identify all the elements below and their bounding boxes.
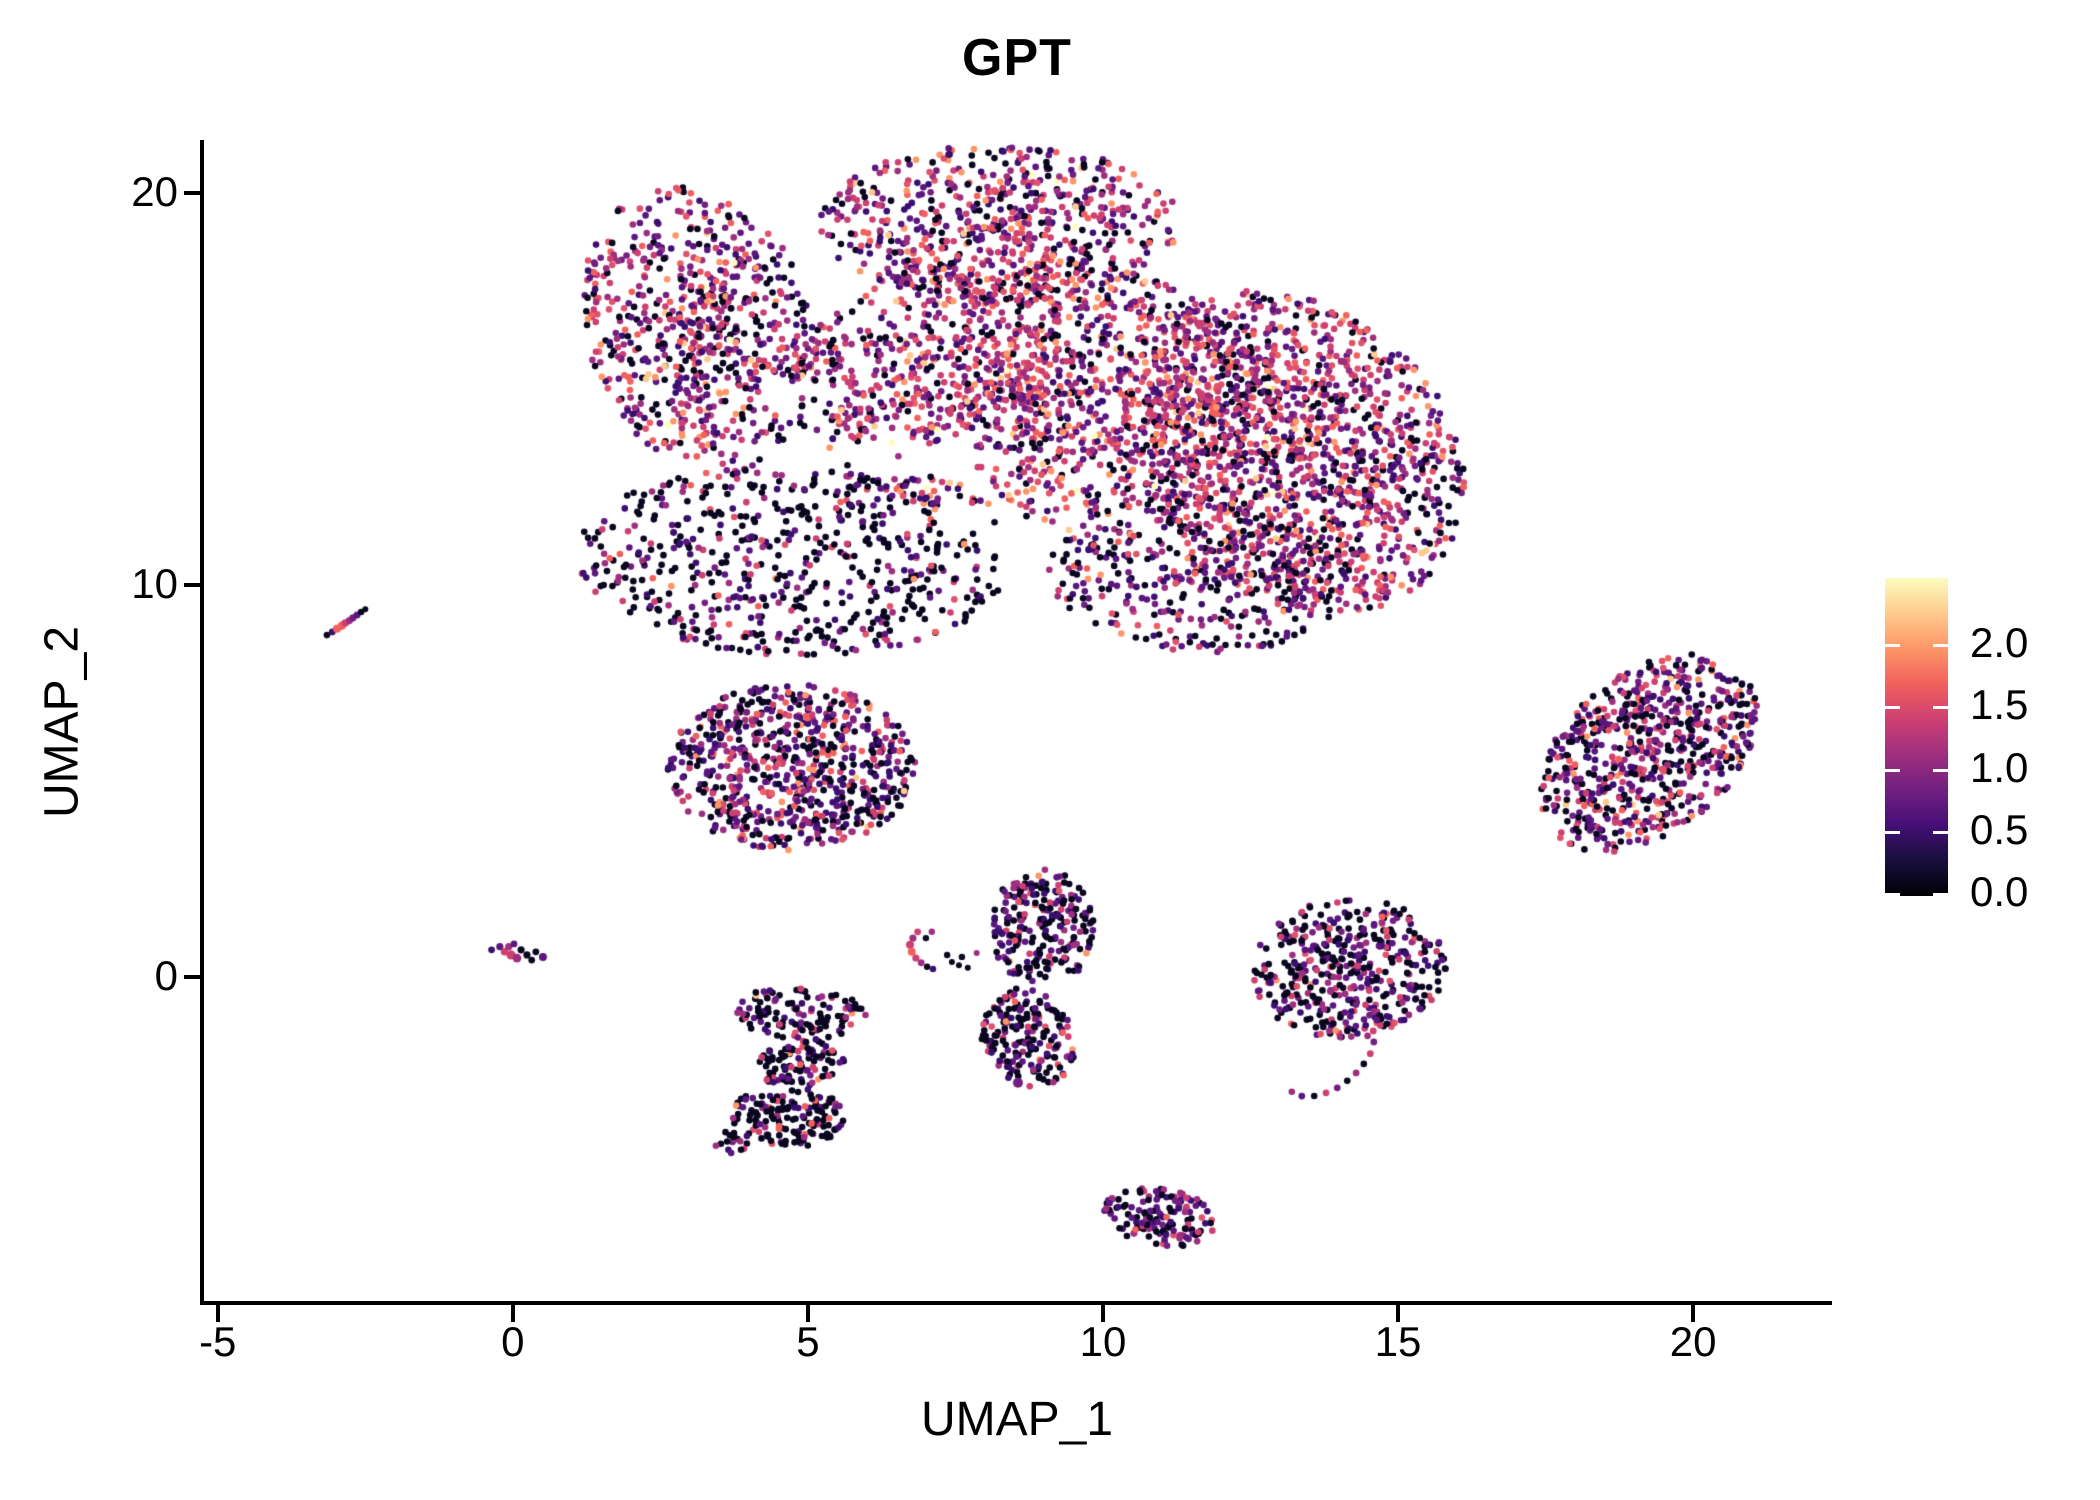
y-tick-mark [184, 974, 201, 979]
x-tick-mark [215, 1305, 220, 1322]
x-axis-title: UMAP_1 [920, 1393, 1114, 1446]
x-tick-label: 5 [796, 1318, 820, 1365]
colorbar-tick-label: 2.0 [1970, 618, 2029, 666]
colorbar-tick-mark [1933, 768, 1948, 772]
colorbar-tick-label: 0.5 [1970, 806, 2029, 854]
y-axis-line [200, 140, 204, 1305]
plot-title: GPT [962, 29, 1072, 87]
x-tick-label: -5 [199, 1318, 237, 1365]
colorbar-tick-label: 1.0 [1970, 743, 2029, 791]
y-tick-mark [184, 582, 201, 587]
x-axis-line [200, 1301, 1832, 1305]
colorbar-tick-mark [1885, 643, 1900, 647]
x-tick-mark [1691, 1305, 1696, 1322]
colorbar-tick-label: 0.0 [1970, 868, 2029, 915]
colorbar-tick-mark [1933, 643, 1948, 647]
x-tick-mark [510, 1305, 515, 1322]
colorbar-tick-mark [1885, 706, 1900, 710]
y-tick-label: 20 [131, 167, 178, 215]
colorbar-tick-mark [1933, 706, 1948, 710]
x-tick-label: 15 [1374, 1318, 1422, 1365]
colorbar-tick-mark [1885, 893, 1900, 896]
colorbar-tick-mark [1933, 893, 1948, 896]
x-tick-mark [805, 1305, 810, 1322]
y-axis-title: UMAP_2 [35, 625, 89, 819]
x-tick-label: 0 [501, 1318, 525, 1365]
y-tick-label: 0 [154, 951, 178, 999]
y-tick-mark [184, 190, 201, 195]
x-tick-mark [1100, 1305, 1105, 1322]
y-tick-label: 10 [131, 559, 178, 607]
x-tick-mark [1396, 1305, 1401, 1322]
x-tick-label: 10 [1079, 1318, 1127, 1365]
x-tick-label: 20 [1669, 1318, 1717, 1365]
colorbar-gradient [1885, 578, 1948, 896]
colorbar-tick-mark [1885, 768, 1900, 772]
colorbar-tick-mark [1933, 831, 1948, 835]
colorbar-tick-mark [1885, 831, 1900, 835]
colorbar-tick-label: 1.5 [1970, 681, 2029, 729]
